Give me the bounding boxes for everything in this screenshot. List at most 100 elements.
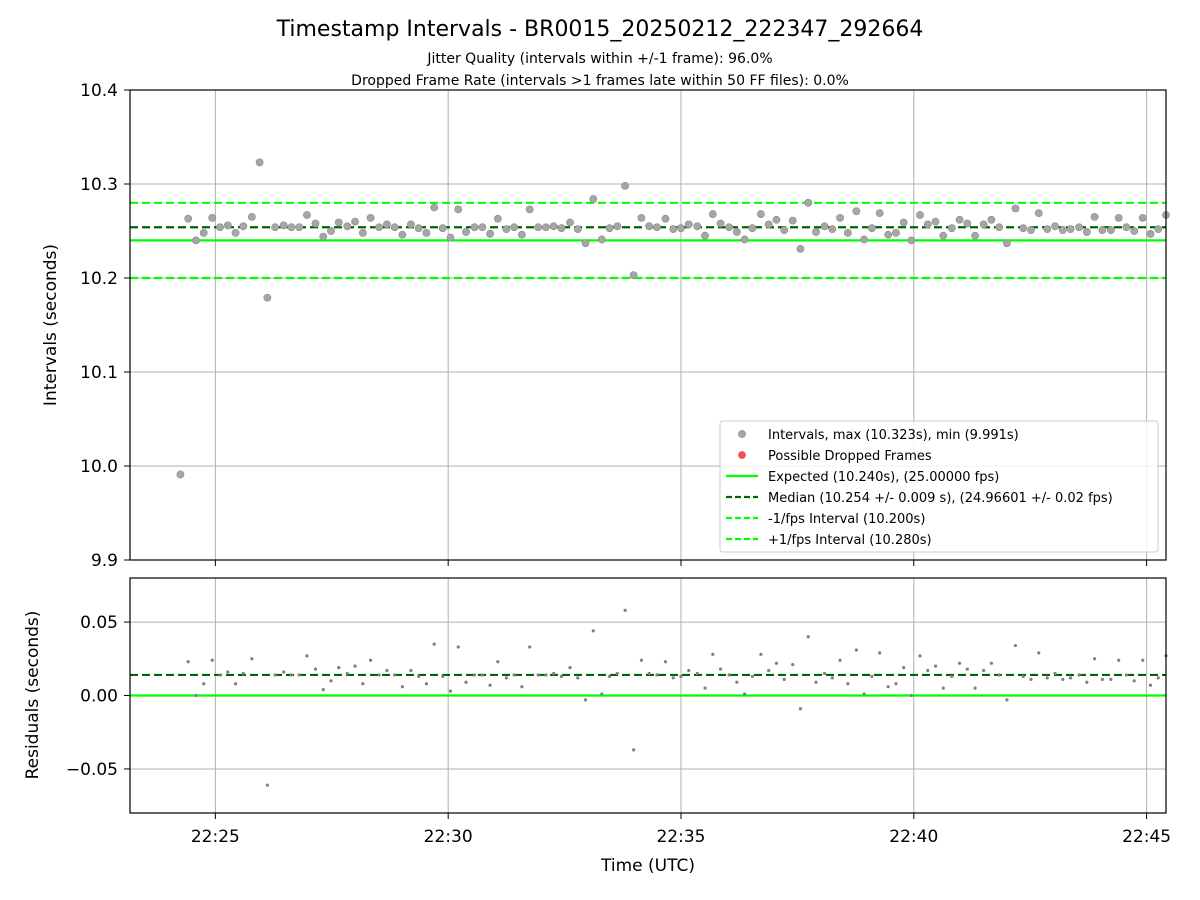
interval-point <box>995 223 1004 232</box>
residual-point <box>480 673 484 677</box>
legend-intervals-marker <box>738 430 746 438</box>
interval-point <box>223 221 232 230</box>
interval-point <box>247 212 256 221</box>
interval-point <box>390 223 399 232</box>
intervals-y-tick-label: 10.1 <box>80 363 118 383</box>
residual-point <box>218 673 222 677</box>
residual-point <box>854 648 858 652</box>
legend-entry-label: Possible Dropped Frames <box>768 449 932 464</box>
residual-point <box>1077 673 1081 677</box>
legend-entry-label: Intervals, max (10.323s), min (9.991s) <box>768 428 1019 443</box>
residual-point <box>583 698 588 702</box>
interval-point <box>931 217 940 226</box>
residual-point <box>568 665 572 670</box>
residual-point <box>607 674 612 679</box>
interval-point <box>645 222 654 231</box>
residual-point <box>600 692 604 696</box>
interval-point <box>1130 227 1139 235</box>
interval-point <box>414 224 423 233</box>
residual-point <box>226 670 230 674</box>
residual-point <box>313 667 318 671</box>
residual-point <box>1141 658 1145 662</box>
residual-point <box>1100 677 1104 681</box>
residual-point <box>798 707 803 711</box>
interval-point <box>566 218 574 227</box>
residual-point <box>806 635 810 639</box>
residual-point <box>559 674 564 679</box>
interval-point <box>1051 222 1059 231</box>
residual-point <box>989 661 993 665</box>
interval-point <box>502 225 511 234</box>
residual-point <box>552 671 556 676</box>
residual-point <box>695 671 699 676</box>
interval-point <box>375 223 384 232</box>
interval-point <box>446 233 455 242</box>
intervals-plot-frame <box>129 89 1167 561</box>
interval-point <box>1122 223 1131 232</box>
residual-point <box>1117 658 1121 662</box>
interval-point <box>963 219 972 228</box>
interval-point <box>788 216 797 225</box>
time-x-tick-label: 22:30 <box>424 827 473 847</box>
interval-point <box>875 209 884 218</box>
residual-point <box>233 682 238 686</box>
residual-point <box>282 670 286 674</box>
residual-point <box>241 671 245 676</box>
interval-point <box>287 223 296 232</box>
residual-point <box>289 673 294 677</box>
residual-point <box>456 645 460 649</box>
interval-point <box>549 222 558 231</box>
intervals-y-tick-label: 10.2 <box>80 269 118 289</box>
residual-point <box>671 676 675 680</box>
residual-point <box>441 674 445 679</box>
residual-point <box>950 674 954 679</box>
residual-point <box>663 660 668 664</box>
interval-point <box>1138 213 1147 222</box>
intervals-legend: Intervals, max (10.323s), min (9.991s) Po… <box>719 420 1159 553</box>
interval-point <box>319 232 328 241</box>
interval-point <box>884 230 893 239</box>
interval-point <box>605 224 614 233</box>
residual-point <box>424 682 429 686</box>
interval-point <box>947 224 956 233</box>
residual-point <box>1045 676 1049 680</box>
interval-point <box>255 158 264 167</box>
interval-point <box>1043 225 1052 234</box>
residual-point <box>902 665 906 670</box>
residual-point <box>576 676 580 680</box>
residuals-y-axis-label: Residuals (seconds) <box>23 611 43 780</box>
residual-point <box>1085 680 1089 684</box>
interval-point <box>684 220 693 229</box>
residual-point <box>735 680 739 684</box>
residual-point <box>926 668 930 673</box>
legend-entry-label: Expected (10.240s), (25.00000 fps) <box>768 470 999 485</box>
interval-point <box>303 211 311 219</box>
residual-point <box>918 654 922 658</box>
interval-point <box>740 235 749 244</box>
interval-point <box>311 219 320 228</box>
interval-point <box>438 224 447 233</box>
residual-point <box>838 658 842 662</box>
residual-point <box>1132 679 1136 683</box>
interval-point <box>478 223 487 232</box>
interval-point <box>542 223 550 232</box>
residual-point <box>194 693 198 698</box>
interval-point <box>860 235 869 244</box>
interval-point <box>216 223 224 232</box>
residual-point <box>1109 677 1113 681</box>
residual-point <box>504 676 508 680</box>
residual-point <box>528 645 532 649</box>
residual-point <box>361 682 365 686</box>
residual-point <box>743 692 747 696</box>
interval-point <box>581 239 590 248</box>
interval-point <box>796 244 805 253</box>
intervals-y-tick-label: 10.4 <box>80 81 118 101</box>
interval-point <box>343 222 352 231</box>
residual-point <box>997 673 1001 677</box>
interval-point <box>382 220 391 229</box>
residual-point <box>512 673 516 677</box>
residual-point <box>1053 671 1057 676</box>
interval-point <box>295 223 304 232</box>
interval-point <box>430 203 439 212</box>
